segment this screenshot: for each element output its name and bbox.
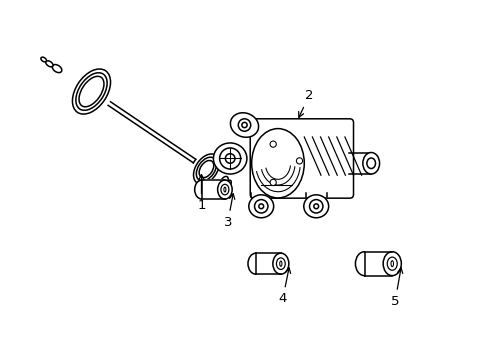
Ellipse shape	[72, 69, 110, 114]
Ellipse shape	[220, 176, 228, 186]
Circle shape	[269, 141, 276, 147]
Text: 2: 2	[298, 89, 313, 117]
Ellipse shape	[248, 195, 273, 218]
Ellipse shape	[230, 113, 258, 137]
Ellipse shape	[383, 252, 401, 276]
Ellipse shape	[193, 154, 219, 184]
Ellipse shape	[196, 157, 216, 181]
FancyBboxPatch shape	[364, 251, 392, 276]
Ellipse shape	[52, 64, 61, 73]
Circle shape	[225, 154, 234, 163]
Ellipse shape	[221, 184, 228, 195]
FancyBboxPatch shape	[364, 252, 391, 276]
Ellipse shape	[199, 161, 213, 178]
Ellipse shape	[272, 253, 288, 274]
Ellipse shape	[194, 180, 209, 199]
Circle shape	[219, 148, 240, 169]
Ellipse shape	[390, 261, 393, 267]
FancyBboxPatch shape	[255, 253, 280, 274]
Ellipse shape	[303, 195, 328, 218]
Ellipse shape	[224, 187, 225, 192]
Ellipse shape	[386, 257, 396, 270]
Ellipse shape	[41, 57, 46, 62]
FancyBboxPatch shape	[250, 119, 353, 198]
Ellipse shape	[247, 253, 264, 274]
FancyBboxPatch shape	[255, 252, 281, 275]
Text: 4: 4	[278, 268, 290, 305]
Circle shape	[242, 122, 246, 128]
Circle shape	[258, 204, 263, 209]
Ellipse shape	[366, 158, 375, 168]
Ellipse shape	[362, 153, 379, 174]
Circle shape	[296, 158, 302, 164]
Circle shape	[313, 204, 318, 209]
Ellipse shape	[279, 261, 282, 266]
Ellipse shape	[251, 129, 304, 198]
Circle shape	[238, 119, 250, 131]
Ellipse shape	[76, 73, 107, 110]
Ellipse shape	[46, 61, 53, 67]
Circle shape	[254, 199, 267, 213]
Ellipse shape	[276, 258, 285, 270]
Ellipse shape	[355, 252, 373, 276]
Text: 1: 1	[197, 175, 205, 212]
Circle shape	[309, 199, 322, 213]
Ellipse shape	[217, 180, 232, 199]
FancyBboxPatch shape	[202, 180, 224, 199]
Circle shape	[269, 179, 276, 185]
Text: 5: 5	[390, 268, 402, 308]
Ellipse shape	[213, 143, 246, 174]
Text: 3: 3	[223, 194, 234, 229]
Ellipse shape	[79, 76, 104, 107]
FancyBboxPatch shape	[202, 179, 225, 200]
Ellipse shape	[225, 180, 231, 188]
